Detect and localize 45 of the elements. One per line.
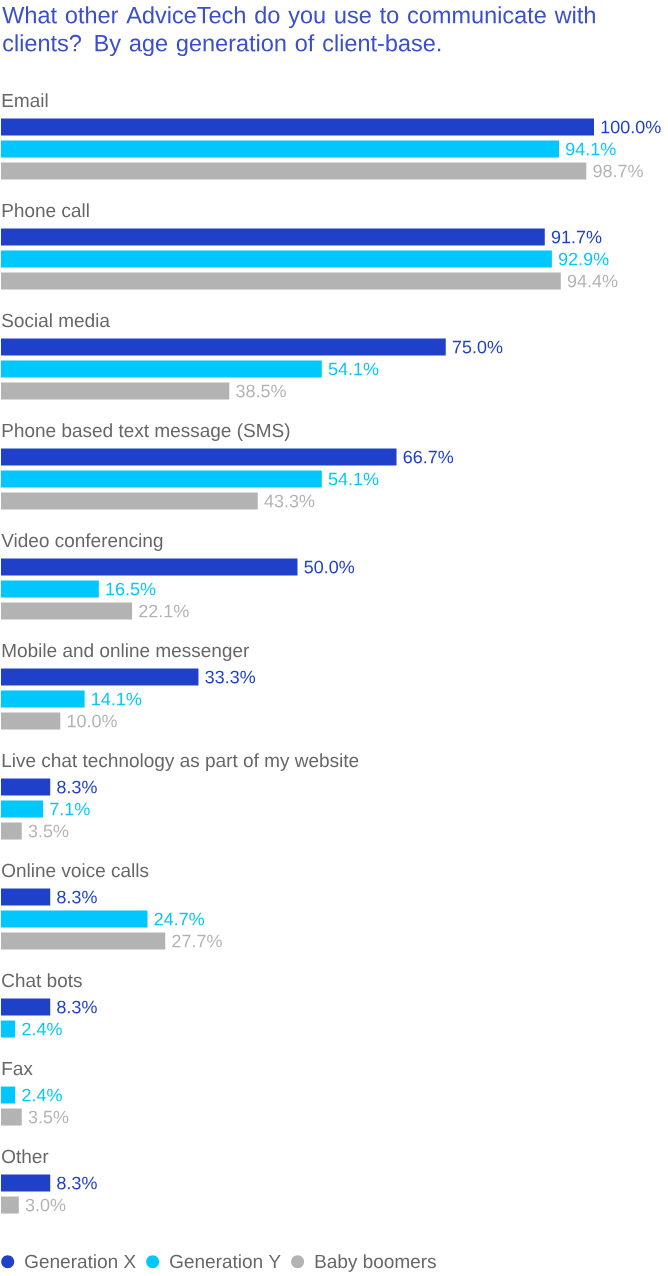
data-label: 38.5%: [236, 384, 286, 398]
legend-label: Generation X: [25, 1254, 136, 1269]
data-label: 27.7%: [172, 934, 222, 948]
y-tick-label: Email: [2, 93, 48, 108]
legend-label: Baby boomers: [315, 1254, 436, 1272]
data-label: 7.1%: [50, 802, 90, 816]
data-label: 8.3%: [57, 1176, 97, 1190]
y-tick-label: Video conferencing: [1, 533, 163, 551]
y-tick-label: Phone based text message (SMS): [2, 423, 290, 441]
data-label: 54.1%: [328, 472, 379, 486]
data-label: 24.7%: [154, 912, 205, 926]
y-tick-label: Online voice calls: [2, 863, 149, 878]
data-label: 2.4%: [22, 1088, 62, 1102]
data-label: 66.7%: [403, 450, 454, 464]
y-tick-label: Social media: [2, 313, 110, 328]
y-tick-label: Chat bots: [2, 973, 82, 988]
y-tick-label: Mobile and online messenger: [2, 643, 250, 661]
data-label: 75.0%: [452, 340, 503, 354]
y-tick-label: Other: [2, 1149, 49, 1164]
data-label: 3.5%: [28, 824, 69, 838]
data-label: 33.3%: [205, 670, 256, 684]
data-label: 3.5%: [28, 1110, 69, 1124]
y-tick-label: Phone call: [2, 203, 89, 218]
data-label: 92.9%: [558, 252, 609, 266]
data-label: 3.0%: [25, 1198, 66, 1212]
data-label: 8.3%: [57, 1000, 97, 1014]
data-label: 98.7%: [593, 164, 643, 178]
chart-title: What other AdviceTech do you use to communicate with clients? By age generation of client-base.: [2, 6, 595, 57]
data-label: 100.0%: [601, 120, 661, 134]
data-label: 91.7%: [551, 230, 602, 244]
data-label: 22.1%: [139, 604, 189, 618]
data-label: 94.1%: [566, 142, 616, 156]
data-label: 16.5%: [106, 582, 156, 596]
y-tick-label: Live chat technology as part of my website: [2, 753, 359, 771]
data-label: 10.0%: [67, 714, 117, 728]
data-label: 43.3%: [264, 494, 315, 508]
data-label: 54.1%: [328, 362, 379, 376]
data-label: 8.3%: [57, 890, 97, 904]
data-label: 94.4%: [567, 274, 618, 288]
y-tick-label: Fax: [2, 1061, 33, 1076]
legend-label: Generation Y: [170, 1254, 281, 1269]
data-label: 14.1%: [92, 692, 142, 706]
data-label: 50.0%: [304, 560, 355, 574]
data-label: 8.3%: [57, 780, 97, 794]
data-label: 2.4%: [22, 1022, 62, 1036]
